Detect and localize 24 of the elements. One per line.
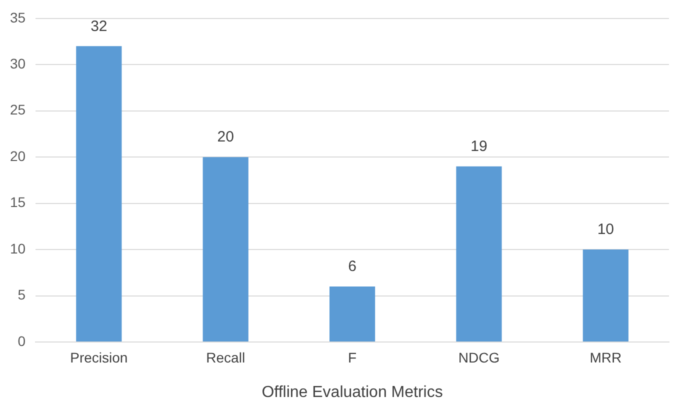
bar	[582, 250, 628, 342]
x-tick-label: NDCG	[458, 349, 500, 366]
bar	[329, 286, 376, 342]
y-tick-label: 0	[18, 332, 26, 349]
data-label: 20	[217, 128, 234, 146]
bar	[76, 46, 122, 342]
y-tick-label: 15	[10, 194, 26, 210]
x-tick-label: F	[348, 349, 357, 366]
data-label: 6	[348, 258, 356, 276]
y-tick-label: 10	[10, 240, 26, 256]
x-tick-label: MRR	[590, 349, 622, 366]
x-axis-title: Offline Evaluation Metrics	[262, 384, 443, 401]
x-tick-label: Precision	[70, 349, 128, 366]
data-label: 32	[90, 18, 108, 35]
y-tick-label: 30	[10, 55, 26, 72]
y-tick-label: 20	[10, 148, 26, 164]
y-tick-label: 5	[18, 286, 26, 303]
bar	[456, 166, 502, 342]
bar	[202, 157, 248, 342]
y-tick-label: 25	[10, 102, 26, 118]
x-tick-label: Recall	[206, 349, 246, 366]
data-label: 19	[470, 138, 488, 155]
y-tick-label: 35	[10, 9, 26, 26]
data-label: 10	[597, 221, 614, 238]
